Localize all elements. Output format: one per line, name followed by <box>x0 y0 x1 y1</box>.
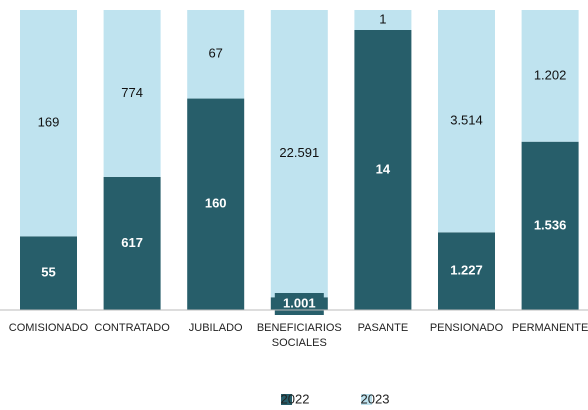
legend-swatch <box>361 394 372 405</box>
data-label: 67 <box>208 46 222 61</box>
x-tick-label: BENEFICIARIOS SOCIALES <box>256 322 342 349</box>
data-label: 1.227 <box>450 263 483 278</box>
bar-segment <box>521 10 579 142</box>
x-tick-label: PERMANENTE <box>511 322 588 334</box>
data-label: 1.536 <box>534 217 567 232</box>
data-label: 22.591 <box>279 145 319 160</box>
bar-segment <box>103 176 161 310</box>
data-label: 617 <box>121 235 143 250</box>
bar-segment <box>521 141 579 310</box>
data-label: 3.514 <box>450 113 483 128</box>
bar-segment <box>354 30 412 310</box>
legend-swatch <box>281 394 292 405</box>
legend-label: 2022 <box>281 391 310 406</box>
bar-segment <box>20 236 77 310</box>
x-tick-label: PASANTE <box>357 322 409 334</box>
bar-segment <box>354 10 412 30</box>
bar-segment <box>187 98 245 310</box>
x-tick-label: CONTRATADO <box>94 322 170 334</box>
data-label: 1.001 <box>283 295 316 310</box>
data-label: 1 <box>379 11 386 26</box>
data-label: 774 <box>121 85 143 100</box>
x-tick-label: JUBILADO <box>188 322 243 334</box>
bar-segment <box>270 10 328 298</box>
bar-segment <box>187 10 245 99</box>
x-tick-label: COMISIONADO <box>8 322 89 334</box>
bar-segment <box>438 232 495 310</box>
data-label: 1.202 <box>534 67 567 82</box>
bar-segment <box>20 10 77 237</box>
bar-segment <box>103 10 161 177</box>
data-label: 160 <box>205 196 227 211</box>
legend-label: 2023 <box>361 391 390 406</box>
data-label: 55 <box>41 265 55 280</box>
x-tick-label: PENSIONADO <box>429 322 504 334</box>
data-label: 14 <box>376 161 391 176</box>
bar-segment <box>438 10 495 233</box>
data-label: 169 <box>38 115 60 130</box>
